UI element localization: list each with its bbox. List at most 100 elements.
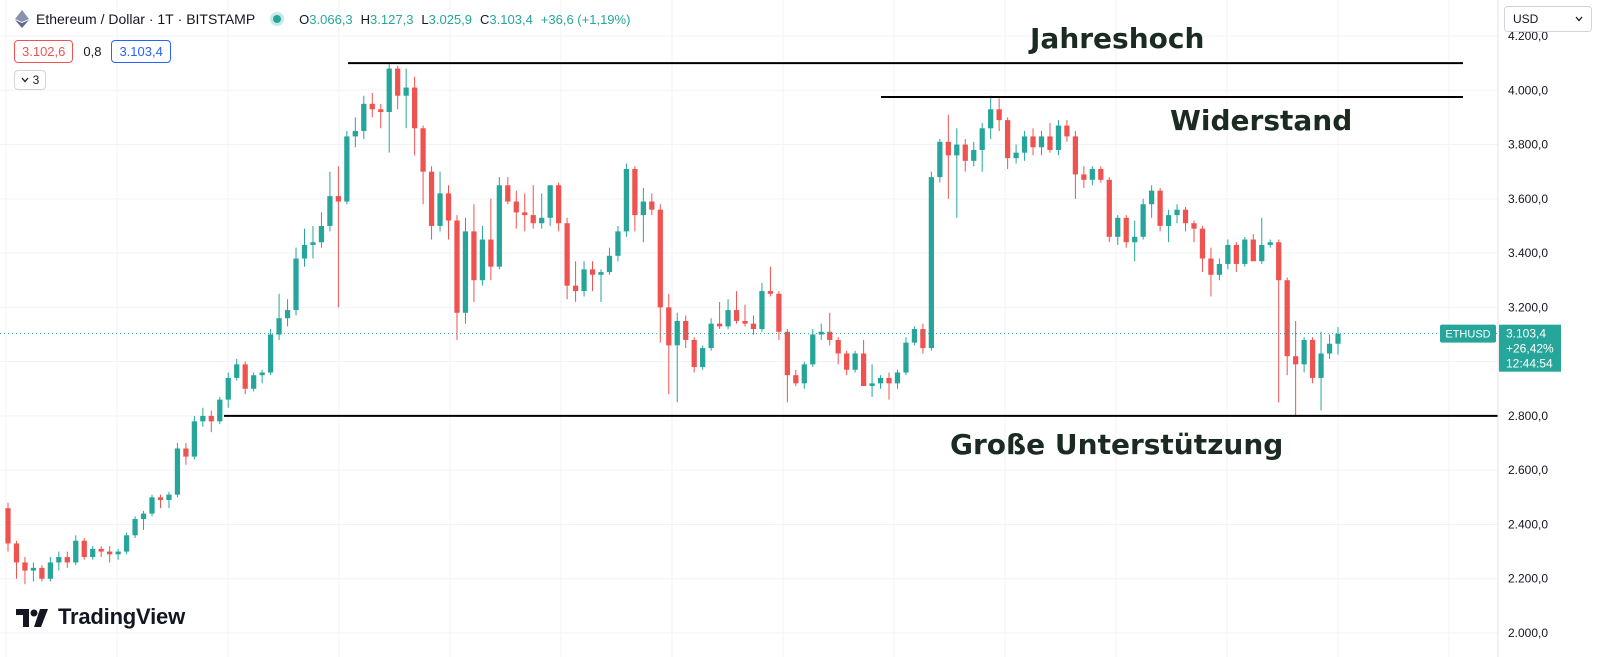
candle-body	[386, 68, 392, 112]
candle-body	[1293, 356, 1299, 365]
candle-body	[183, 448, 189, 457]
candle-body	[979, 128, 985, 150]
candle-body	[73, 540, 79, 563]
candle-body	[767, 291, 774, 294]
last-price-change: +26,42%	[1506, 342, 1554, 356]
candle-body	[505, 185, 511, 202]
market-status-icon[interactable]	[273, 15, 282, 23]
candle-body	[691, 339, 697, 368]
candle-body	[140, 513, 147, 520]
candle-body	[378, 109, 384, 112]
currency-select[interactable]: USD	[1504, 6, 1592, 32]
candle-body	[174, 448, 181, 495]
candle-body	[1242, 239, 1248, 264]
candle-body	[420, 128, 426, 172]
candle-body	[640, 201, 646, 216]
candle-body	[1047, 136, 1053, 150]
candle-body	[437, 193, 443, 226]
candle-body	[1225, 244, 1231, 264]
candle-body	[1208, 258, 1214, 275]
candle-body	[844, 353, 850, 370]
candle-body	[1004, 120, 1011, 159]
indicators-collapse-button[interactable]: 3	[14, 70, 46, 90]
candle-body	[945, 141, 951, 156]
last-price-label	[1499, 324, 1561, 372]
candle-body	[471, 231, 477, 281]
annotation-support: Große Unterstützung	[950, 428, 1284, 461]
currency-value: USD	[1513, 12, 1539, 26]
ohlc-change: +36,6 (+1,19%)	[540, 11, 631, 27]
candle-body	[1013, 152, 1019, 159]
candle-body	[1021, 136, 1028, 153]
candle-body	[454, 220, 460, 313]
candle-body	[784, 331, 790, 376]
candle-body	[157, 497, 164, 501]
candle-body	[352, 130, 358, 137]
candle-body	[327, 196, 333, 226]
candle-body	[318, 225, 325, 243]
candle-body	[13, 543, 20, 563]
candle-body	[30, 567, 37, 571]
candle-body	[615, 231, 621, 256]
candle-body	[708, 323, 714, 349]
symbol-legend[interactable]: Ethereum / Dollar · 1T · BITSTAMP O3.066…	[14, 8, 638, 30]
candle-body	[284, 310, 291, 319]
candle-body	[852, 353, 858, 370]
candle-body	[928, 177, 935, 349]
candle-body	[776, 293, 782, 332]
interval-label[interactable]: 1T	[157, 11, 174, 27]
symbol-name[interactable]: Ethereum / Dollar	[36, 11, 145, 27]
candle-body	[513, 201, 519, 213]
candle-body	[479, 239, 486, 281]
candle-body	[666, 307, 672, 346]
candle-body	[1165, 215, 1172, 226]
candle-body	[90, 548, 96, 558]
candle-body	[962, 144, 968, 161]
candle-body	[522, 212, 528, 216]
candle-body	[149, 497, 155, 514]
candle-body	[1276, 242, 1282, 281]
candle-body	[1055, 125, 1062, 150]
candle-body	[1199, 228, 1206, 259]
candle-body	[683, 320, 689, 340]
candle-body	[733, 310, 740, 321]
candle-body	[547, 185, 553, 218]
buy-button[interactable]: 3.103,4	[111, 39, 171, 63]
candle-body	[56, 557, 62, 563]
candle-body	[301, 244, 308, 259]
candle-body	[335, 196, 342, 202]
candle-body	[107, 551, 113, 555]
candle-body	[234, 364, 240, 378]
candles	[5, 63, 1341, 585]
ticker-tag	[1440, 324, 1496, 343]
price-axis[interactable]: 4.200,0 4.000,0 3.800,0 3.600,0 3.400,0 3.200…	[1440, 0, 1561, 657]
price-tick-label: 3.400,0	[1508, 246, 1548, 260]
candle-body	[1149, 190, 1155, 205]
candle-body	[242, 364, 248, 389]
candle-body	[530, 215, 536, 224]
candle-body	[886, 377, 892, 384]
sell-button[interactable]: 3.102,6	[14, 39, 74, 63]
candle-body	[1140, 204, 1146, 237]
candle-body	[1335, 333, 1341, 344]
ohlc-high: H3.127,3	[360, 11, 414, 27]
tradingview-logo[interactable]: TradingView	[16, 604, 185, 630]
candle-body	[589, 269, 596, 275]
candle-body	[716, 323, 723, 327]
candle-body	[1301, 339, 1307, 365]
chevron-down-icon	[21, 77, 29, 83]
candle-body	[700, 348, 706, 368]
grid	[0, 0, 1498, 657]
candle-body	[403, 87, 409, 96]
candle-body	[39, 567, 45, 579]
candle-body	[98, 548, 104, 552]
ticker-tag-label: ETHUSD	[1445, 329, 1490, 341]
candle-body	[428, 171, 435, 226]
candle-body	[1259, 244, 1265, 262]
candle-body	[606, 255, 613, 273]
price-tick-label: 2.400,0	[1508, 517, 1548, 531]
candle-body	[810, 334, 816, 365]
candle-body	[818, 331, 824, 335]
